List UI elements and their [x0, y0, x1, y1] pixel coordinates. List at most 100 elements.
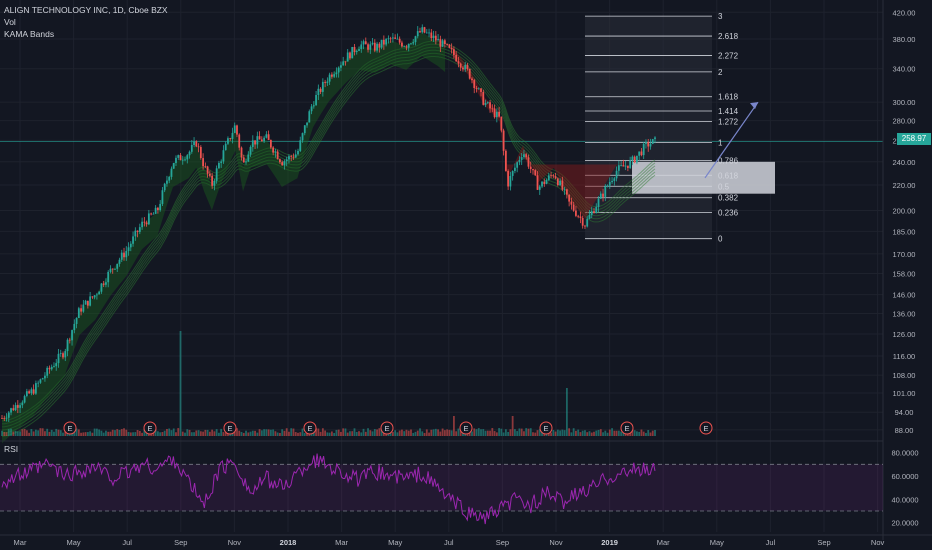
candle-body [166, 180, 168, 184]
candle-body [514, 167, 516, 172]
candle-body [439, 39, 442, 47]
candle-body [308, 111, 311, 123]
volume-bar [552, 430, 555, 436]
candle-body [326, 81, 329, 83]
volume-bar [398, 430, 401, 436]
candle-body [107, 271, 110, 283]
time-tick-label: May [67, 538, 81, 547]
volume-bar [89, 431, 92, 436]
volume-bar [170, 430, 173, 436]
candle-body [59, 353, 62, 355]
candle-body [385, 39, 388, 45]
volume-bar [288, 431, 290, 436]
symbol-title[interactable]: ALIGN TECHNOLOGY INC, 1D, Cboe BZX [4, 5, 168, 15]
fib-level-label: 1.272 [718, 117, 739, 126]
price-tick-label: 88.00 [895, 426, 914, 435]
volume-bar [407, 430, 410, 436]
volume-bar [416, 430, 419, 436]
earnings-marker-circle [459, 421, 473, 435]
candle-body [199, 147, 202, 159]
candle-body [53, 366, 55, 367]
candle-body [105, 282, 107, 285]
candle-body [206, 166, 209, 174]
volume-bar [495, 432, 498, 436]
earnings-marker-circle [63, 421, 77, 435]
fib-level-label: 1.618 [718, 93, 739, 102]
volume-bar [77, 429, 80, 436]
vol-indicator-label[interactable]: Vol [4, 17, 16, 27]
rsi-indicator-label[interactable]: RSI [4, 444, 19, 454]
candle-body [572, 204, 575, 211]
volume-bar [3, 431, 6, 436]
volume-bar [16, 431, 19, 436]
candle-body [462, 67, 464, 70]
candle-body [68, 339, 71, 341]
volume-bar [477, 428, 480, 436]
volume-bar [14, 430, 17, 436]
kama-band-line [2, 43, 656, 425]
candle-body [468, 69, 471, 79]
earnings-marker-circle [699, 421, 713, 435]
volume-bar [565, 388, 568, 436]
chart-legend: ALIGN TECHNOLOGY INC, 1D, Cboe BZX Vol K… [4, 4, 168, 40]
volume-bar [532, 432, 534, 436]
candle-body [645, 142, 647, 144]
price-grid [0, 0, 883, 532]
candle-body [134, 230, 137, 237]
volume-bar [640, 429, 643, 436]
volume-bar [654, 430, 656, 436]
candle-body [260, 139, 263, 142]
candle-body [511, 171, 514, 176]
volume-bar [125, 429, 128, 436]
fib-level-label: 3 [718, 12, 723, 21]
volume-bar [272, 429, 275, 436]
volume-bar [518, 428, 521, 436]
volume-bar [606, 432, 609, 436]
candle-body [507, 170, 510, 187]
volume-bar [346, 432, 349, 436]
volume-bar [647, 430, 650, 436]
volume-bar [491, 428, 494, 436]
volume-bar [498, 428, 500, 436]
candle-body [414, 36, 417, 43]
candle-body [604, 186, 607, 197]
volume-bar [199, 431, 202, 436]
volume-bar [602, 432, 604, 436]
volume-bar [190, 432, 193, 436]
volume-bar [645, 432, 647, 436]
volume-bar [98, 429, 101, 436]
last-price-tag: 258.97 [897, 133, 931, 145]
volume-bar [141, 432, 143, 436]
volume-bar [534, 432, 537, 436]
candle-body [136, 230, 139, 232]
candle-body [197, 146, 200, 148]
candle-body [86, 300, 89, 306]
volume-bar [559, 430, 562, 436]
volume-bar [30, 429, 33, 436]
candle-body [647, 142, 650, 147]
candle-body [448, 44, 451, 48]
volume-bar [215, 429, 218, 436]
kama-indicator-label[interactable]: KAMA Bands [4, 29, 55, 39]
candle-body [599, 193, 602, 199]
candle-body [28, 391, 31, 394]
candle-body [428, 32, 430, 34]
volume-bar [364, 431, 367, 436]
volume-bar [514, 429, 516, 436]
time-tick-label: Sep [174, 538, 187, 547]
candle-body [344, 61, 347, 63]
candle-body [1, 417, 3, 419]
time-tick-label: Jul [122, 538, 132, 547]
candle-body [554, 176, 557, 179]
candle-body [34, 383, 37, 394]
candle-body [19, 405, 21, 408]
candle-body [360, 44, 363, 50]
candle-body [477, 88, 480, 90]
candle-body [41, 378, 44, 380]
volume-bar [579, 432, 582, 436]
candle-body [288, 156, 290, 160]
time-tick-label: Jul [766, 538, 776, 547]
candle-body [333, 74, 336, 77]
candle-body [457, 61, 460, 64]
